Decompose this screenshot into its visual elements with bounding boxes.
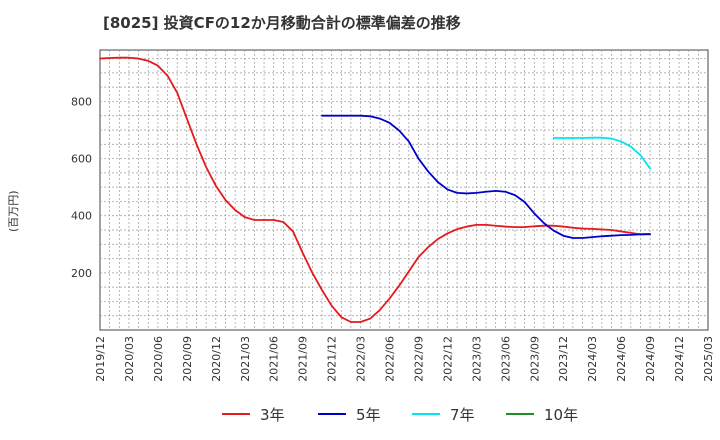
legend-label: 5年 [356,406,381,424]
x-tick-label: 2024/06 [615,336,628,382]
legend-label: 10年 [544,406,578,424]
x-tick-label: 2021/03 [239,336,252,382]
x-tick-label: 2020/09 [181,336,194,382]
x-tick-label: 2022/12 [441,336,454,382]
plot-frame [99,49,709,331]
x-tick-label: 2023/09 [528,336,541,382]
y-tick-label: 200 [71,267,92,280]
x-tick-label: 2021/06 [268,336,281,382]
y-tick-label: 800 [71,95,92,108]
x-tick-label: 2023/12 [557,336,570,382]
x-tick-label: 2022/03 [355,336,368,382]
x-tick-label: 2024/12 [673,336,686,382]
x-tick-label: 2023/06 [499,336,512,382]
x-tick-label: 2025/03 [702,336,715,382]
legend-label: 7年 [450,406,475,424]
x-tick-label: 2020/06 [152,336,165,382]
legend-label: 3年 [260,406,285,424]
y-tick-label: 600 [71,153,92,166]
x-tick-label: 2021/12 [326,336,339,382]
series-line [99,56,651,323]
x-tick-label: 2022/09 [412,336,425,382]
x-tick-label: 2020/03 [123,336,136,382]
series-line [552,136,651,170]
x-tick-label: 2020/12 [210,336,223,382]
chart-title: [8025] 投資CFの12か月移動合計の標準偏差の推移 [103,14,461,32]
x-tick-label: 2023/03 [470,336,483,382]
x-tick-label: 2021/09 [297,336,310,382]
y-tick-label: 400 [71,210,92,223]
x-tick-label: 2024/09 [644,336,657,382]
x-tick-label: 2024/03 [586,336,599,382]
x-tick-label: 2022/06 [384,336,397,382]
x-tick-label: 2019/12 [94,336,107,382]
series-line [321,114,651,239]
